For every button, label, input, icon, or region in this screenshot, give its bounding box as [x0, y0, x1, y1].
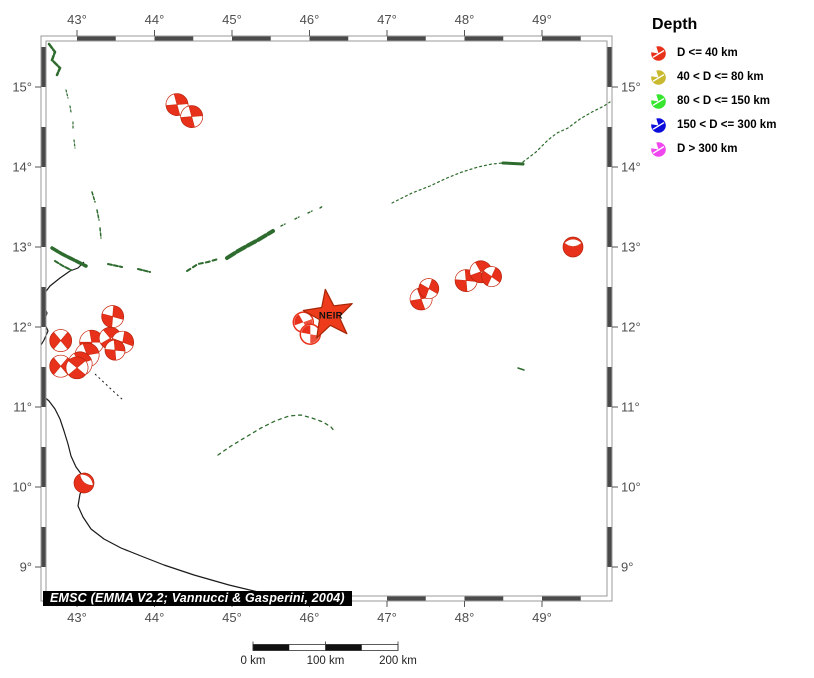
lon-axis-label: 49° [532, 12, 552, 27]
legend-item-depth-1: 40 < D <= 80 km [650, 65, 776, 89]
lat-axis-label: 11° [13, 400, 32, 415]
lon-axis-label: 45° [222, 12, 242, 27]
lon-axis-label: 43° [67, 12, 87, 27]
lon-axis-label: 48° [455, 12, 475, 27]
focal-mechanism-beachball [180, 105, 204, 128]
boundary-line [217, 414, 336, 456]
lon-axis-label: 48° [455, 610, 475, 625]
scale-bar-label: 100 km [307, 655, 345, 667]
boundary-line [65, 89, 76, 149]
focal-mechanism-beachball [562, 236, 584, 258]
boundary-line [522, 101, 611, 163]
boundary-line [517, 367, 525, 371]
boundary-line [186, 258, 219, 272]
lat-axis-label: 13° [12, 240, 32, 255]
lon-axis-label: 43° [67, 610, 87, 625]
focal-mechanism-beachball [49, 354, 73, 378]
lat-axis-label: 15° [621, 80, 641, 95]
focal-mechanism-beachball [101, 305, 125, 328]
focal-mechanism-beachball [65, 356, 89, 380]
lon-axis-label: 46° [300, 12, 320, 27]
boundary-line [225, 229, 275, 260]
lon-axis-label: 47° [377, 12, 397, 27]
legend-label: 150 < D <= 300 km [677, 119, 777, 131]
lat-axis-label: 9° [621, 560, 633, 575]
scale-bar-segment [253, 644, 290, 651]
focal-mechanism-beachball [418, 278, 440, 299]
lon-axis-label: 45° [222, 610, 242, 625]
legend-item-depth-2: 80 < D <= 150 km [650, 89, 776, 113]
scale-bar-label: 0 km [241, 655, 266, 667]
focal-mechanism-beachball [49, 329, 73, 352]
boundary-line [47, 42, 62, 77]
boundary-line [54, 260, 151, 273]
boundary-line [391, 162, 504, 204]
beachball-icon [651, 69, 666, 85]
beachball-icon [651, 141, 666, 157]
lon-axis-label: 49° [532, 610, 552, 625]
depth-legend: Depth D <= 40 km 40 < D <= 80 km [650, 16, 776, 161]
legend-title: Depth [652, 16, 698, 33]
focal-mechanism-beachball [481, 266, 502, 287]
epicenter-star-label: NEIR [319, 311, 343, 322]
boundary-line [91, 191, 102, 239]
lat-axis-label: 14° [12, 160, 32, 175]
lon-axis-label: 47° [377, 610, 397, 625]
boundary-line [280, 205, 324, 227]
epicenter-star [302, 288, 353, 339]
beachball-icon [651, 45, 666, 61]
legend-label: D > 300 km [677, 143, 738, 155]
lat-axis-label: 13° [621, 240, 641, 255]
boundary-line [50, 246, 88, 268]
lat-axis-label: 10° [621, 480, 641, 495]
lat-axis-label: 15° [12, 80, 32, 95]
legend-label: 40 < D <= 80 km [677, 71, 764, 83]
legend-label: 80 < D <= 150 km [677, 95, 771, 107]
beachball-icon [651, 93, 666, 109]
focal-mechanism-beachball [73, 472, 95, 494]
legend-item-depth-3: 150 < D <= 300 km [650, 113, 776, 137]
lat-axis-label: 9° [20, 560, 32, 575]
lat-axis-label: 11° [621, 400, 640, 415]
legend-item-depth-4: D > 300 km [650, 137, 776, 161]
lat-axis-label: 10° [12, 480, 32, 495]
legend-item-depth-0: D <= 40 km [650, 41, 776, 65]
scale-bar-label: 200 km [379, 655, 417, 667]
beachball-icon [651, 117, 666, 133]
lat-axis-label: 12° [621, 320, 641, 335]
boundary-line [501, 161, 525, 166]
lat-axis-label: 14° [621, 160, 641, 175]
focal-mechanism-beachball [299, 323, 322, 345]
legend-label: D <= 40 km [677, 47, 738, 59]
lat-axis-label: 12° [12, 320, 32, 335]
scale-bar-segment [325, 644, 362, 651]
lon-axis-label: 44° [145, 12, 165, 27]
lon-axis-label: 46° [300, 610, 320, 625]
focal-mechanism-beachball [104, 339, 126, 361]
coastline [40, 393, 259, 593]
lon-axis-label: 44° [145, 610, 165, 625]
attribution-bar: EMSC (EMMA V2.2; Vannucci & Gasperini, 2… [43, 591, 352, 606]
